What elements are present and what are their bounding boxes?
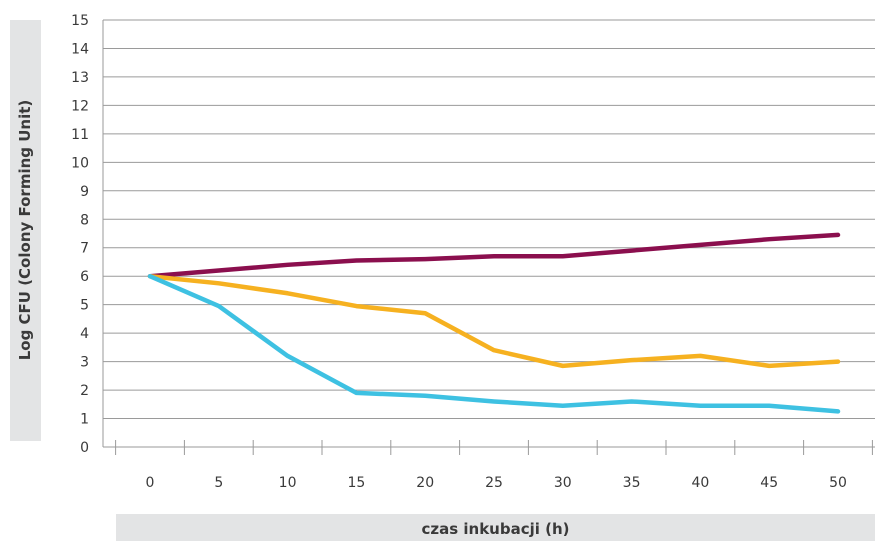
x-tick-label: 35 [623,475,641,491]
x-tick-label: 15 [347,475,365,491]
x-axis: 0 5 10 15 20 25 30 35 40 45 50 [115,440,873,491]
x-tick-label: 5 [214,475,223,491]
y-tick-label: 11 [71,127,89,143]
y-tick-label: 1 [80,412,89,428]
y-tick-label: 3 [80,355,89,371]
y-axis-label-box [10,20,41,441]
y-tick-label: 9 [80,184,89,200]
y-tick-label: 8 [80,212,89,228]
y-tick-label: 5 [80,298,89,314]
x-tick-label: 25 [485,475,503,491]
x-tick-label: 10 [279,475,297,491]
gridlines [102,19,875,448]
series-line-2 [147,273,841,369]
y-tick-label: 14 [71,41,89,57]
y-tick-label: 6 [80,269,89,285]
x-axis-label: czas inkubacji (h) [421,520,570,538]
x-axis-label-box: czas inkubacji (h) [116,514,875,541]
y-tick-label: 2 [80,383,89,399]
series-lines [147,232,841,414]
x-tick-label: 45 [760,475,778,491]
y-tick-label: 4 [80,326,89,342]
x-tick-label: 30 [554,475,572,491]
x-tick-label: 50 [829,475,847,491]
y-tick-label: 7 [80,241,89,257]
series-line-1 [147,232,841,279]
y-tick-label: 12 [71,98,89,114]
y-tick-label: 10 [71,155,89,171]
y-tick-label: 0 [80,440,89,456]
y-tick-label: 15 [71,13,89,29]
x-tick-label: 0 [146,475,155,491]
x-tick-label: 40 [691,475,709,491]
x-tick-label: 20 [416,475,434,491]
series-line-3 [147,273,841,414]
y-tick-label: 13 [71,70,89,86]
